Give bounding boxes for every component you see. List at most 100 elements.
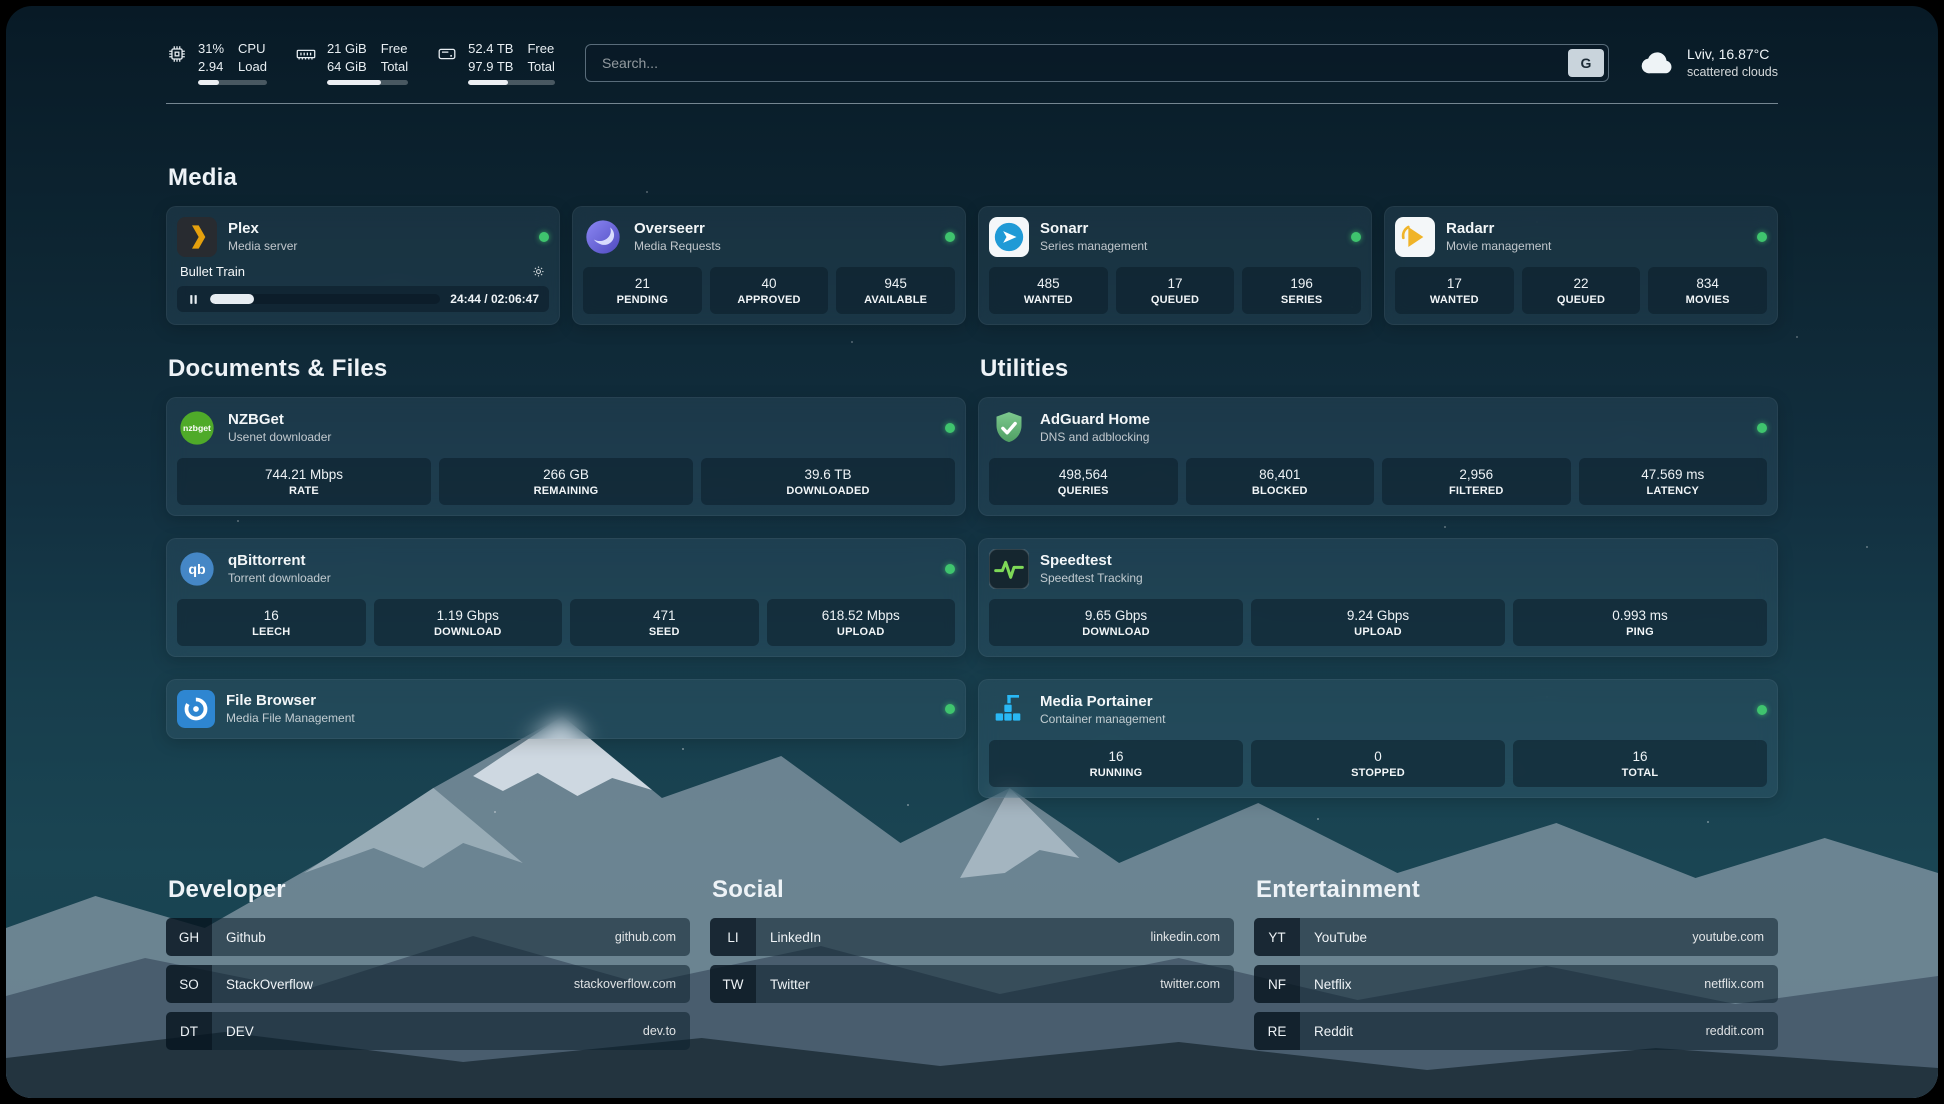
stat-box: 498,564 QUERIES bbox=[989, 458, 1178, 506]
bookmark-url: reddit.com bbox=[1705, 1024, 1764, 1039]
pause-icon[interactable] bbox=[187, 293, 200, 306]
cpu-load-value: 2.94 bbox=[198, 58, 224, 74]
memory-label-1: Free bbox=[380, 41, 408, 56]
search-input[interactable] bbox=[599, 53, 1568, 72]
memory-widget: 21 GiB 64 GiB Free Total bbox=[295, 40, 409, 86]
stat-value: 86,401 bbox=[1259, 467, 1301, 483]
stat-value: 471 bbox=[652, 608, 676, 624]
portainer-card[interactable]: Media Portainer Container management 16 … bbox=[978, 679, 1778, 799]
status-dot bbox=[1757, 423, 1767, 434]
stat-label: RATE bbox=[289, 485, 319, 498]
nzbget-icon: nzbget bbox=[177, 408, 217, 448]
bookmark-linkedin[interactable]: LI LinkedIn linkedin.com bbox=[710, 918, 1234, 957]
bookmark-abbr: SO bbox=[166, 965, 212, 1004]
bookmark-name: Netflix bbox=[1314, 976, 1352, 992]
stat-label: REMAINING bbox=[533, 485, 599, 498]
stat-value: 485 bbox=[1037, 276, 1060, 292]
stat-value: 16 bbox=[1108, 749, 1124, 765]
stat-label: UPLOAD bbox=[836, 626, 885, 639]
service-title: File Browser bbox=[226, 691, 317, 709]
stat-label: WANTED bbox=[1023, 294, 1073, 307]
stat-box: 9.65 Gbps DOWNLOAD bbox=[989, 599, 1243, 647]
stat-value: 945 bbox=[884, 276, 907, 292]
section-developer: Developer GH Github github.com SO StackO… bbox=[166, 876, 690, 1059]
bookmark-name: YouTube bbox=[1314, 929, 1368, 945]
search-bar[interactable]: G bbox=[584, 43, 1609, 82]
weather-widget: Lviv, 16.87°C scattered clouds bbox=[1639, 44, 1778, 82]
filebrowser-card[interactable]: File Browser Media File Management bbox=[166, 679, 966, 740]
now-playing-title: Bullet Train bbox=[180, 264, 246, 280]
status-dot bbox=[945, 232, 955, 243]
weather-condition: scattered clouds bbox=[1686, 65, 1778, 80]
cpu-widget: 31% 2.94 CPU Load bbox=[166, 40, 267, 86]
speedtest-icon bbox=[988, 548, 1030, 590]
status-dot bbox=[945, 423, 955, 434]
disk-free-value: 52.4 TB bbox=[468, 41, 514, 56]
status-dot bbox=[1757, 705, 1767, 716]
cpu-progress-bar bbox=[198, 80, 267, 86]
service-subtitle: Speedtest Tracking bbox=[1040, 571, 1143, 586]
ram-icon bbox=[295, 43, 317, 65]
bookmark-name: Twitter bbox=[770, 976, 810, 992]
overseerr-icon bbox=[583, 217, 623, 257]
radarr-card[interactable]: Radarr Movie management 17 WANTED 22 QUE… bbox=[1384, 206, 1778, 326]
bookmark-reddit[interactable]: RE Reddit reddit.com bbox=[1254, 1012, 1778, 1051]
stat-label: SEED bbox=[648, 626, 680, 639]
section-media: Media Plex Media server Bullet bbox=[166, 164, 1778, 326]
bookmark-dev[interactable]: DT DEV dev.to bbox=[166, 1012, 690, 1051]
gear-icon[interactable] bbox=[531, 264, 546, 279]
stat-label: LATENCY bbox=[1646, 485, 1700, 498]
service-subtitle: Media Requests bbox=[634, 239, 721, 254]
disk-widget: 52.4 TB 97.9 TB Free Total bbox=[436, 40, 555, 86]
plex-card[interactable]: Plex Media server Bullet Train bbox=[166, 206, 560, 326]
stat-label: QUEUED bbox=[1150, 294, 1200, 307]
memory-free-value: 21 GiB bbox=[326, 41, 367, 56]
bookmark-url: stackoverflow.com bbox=[573, 977, 676, 992]
stat-label: BLOCKED bbox=[1251, 485, 1308, 498]
bookmark-netflix[interactable]: NF Netflix netflix.com bbox=[1254, 965, 1778, 1004]
service-subtitle: Container management bbox=[1040, 712, 1166, 727]
service-subtitle: Movie management bbox=[1446, 239, 1552, 254]
bookmark-abbr: YT bbox=[1254, 918, 1300, 957]
stat-label: WANTED bbox=[1429, 294, 1479, 307]
service-title: Overseerr bbox=[634, 219, 705, 237]
speedtest-card[interactable]: Speedtest Speedtest Tracking 9.65 Gbps D… bbox=[978, 538, 1778, 658]
qbittorrent-icon: qb bbox=[177, 549, 217, 589]
bookmark-stackoverflow[interactable]: SO StackOverflow stackoverflow.com bbox=[166, 965, 690, 1004]
stat-label: RUNNING bbox=[1089, 767, 1143, 780]
stat-label: APPROVED bbox=[737, 294, 801, 307]
bookmark-abbr: DT bbox=[166, 1012, 212, 1051]
adguard-card[interactable]: AdGuard Home DNS and adblocking 498,564 … bbox=[978, 397, 1778, 517]
bookmark-abbr: RE bbox=[1254, 1012, 1300, 1051]
stat-box: 485 WANTED bbox=[989, 267, 1108, 315]
search-engine-button[interactable]: G bbox=[1567, 48, 1604, 77]
stat-value: 16 bbox=[263, 608, 279, 624]
stat-box: 16 TOTAL bbox=[1513, 740, 1767, 788]
bookmark-twitter[interactable]: TW Twitter twitter.com bbox=[710, 965, 1234, 1004]
status-dot bbox=[945, 704, 955, 715]
seek-bar[interactable] bbox=[210, 294, 441, 305]
service-title: Sonarr bbox=[1040, 219, 1089, 237]
sonarr-card[interactable]: Sonarr Series management 485 WANTED 17 Q… bbox=[978, 206, 1372, 326]
section-utilities: Utilities AdGuard Home DNS and adblockin… bbox=[978, 355, 1778, 820]
nzbget-card[interactable]: nzbget NZBGet Usenet downloader 744.21 M… bbox=[166, 397, 966, 517]
status-dot bbox=[539, 232, 549, 243]
stat-box: 17 QUEUED bbox=[1115, 267, 1235, 315]
documents-section-title: Documents & Files bbox=[168, 355, 388, 383]
dashboard: 31% 2.94 CPU Load bbox=[6, 6, 1938, 1098]
cpu-label-2: Load bbox=[238, 58, 267, 74]
bookmark-github[interactable]: GH Github github.com bbox=[166, 918, 690, 957]
qbittorrent-card[interactable]: qb qBittorrent Torrent downloader 16 LEE… bbox=[166, 538, 966, 658]
bookmark-url: dev.to bbox=[642, 1024, 676, 1039]
bookmark-url: github.com bbox=[614, 930, 676, 945]
memory-total-value: 64 GiB bbox=[326, 58, 367, 74]
service-subtitle: Media File Management bbox=[226, 711, 355, 726]
overseerr-card[interactable]: Overseerr Media Requests 21 PENDING 40 A… bbox=[572, 206, 966, 326]
stat-label: DOWNLOAD bbox=[1082, 626, 1150, 639]
cpu-chip-icon bbox=[166, 43, 188, 65]
adguard-shield-icon bbox=[989, 408, 1029, 448]
bookmark-name: StackOverflow bbox=[226, 976, 314, 992]
stat-value: 498,564 bbox=[1058, 467, 1108, 483]
bookmark-youtube[interactable]: YT YouTube youtube.com bbox=[1254, 918, 1778, 957]
filebrowser-icon bbox=[177, 690, 215, 729]
